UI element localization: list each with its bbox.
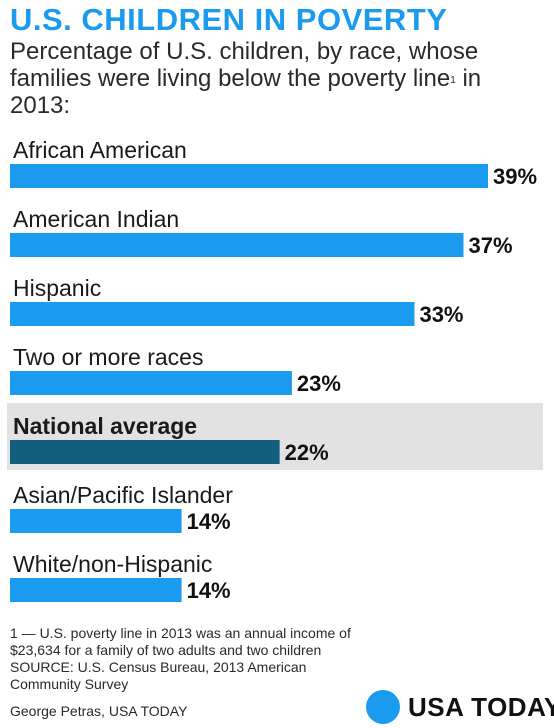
category-label-asian-pacific-islander: Asian/Pacific Islander: [13, 482, 233, 508]
bar-african-american: [10, 164, 488, 188]
bar-white-non-hispanic: [10, 578, 182, 602]
bar-american-indian: [10, 233, 464, 257]
category-label-american-indian: American Indian: [13, 206, 179, 232]
footnote-marker: 1: [450, 75, 456, 86]
logo-text: USA TODAY: [408, 691, 554, 722]
value-label-hispanic: 33%: [419, 302, 463, 327]
bar-national-average: [10, 440, 280, 464]
value-label-american-indian: 37%: [468, 233, 512, 258]
subtitle-end: in 2013:: [10, 65, 482, 119]
value-label-white-non-hispanic: 14%: [187, 578, 231, 603]
chart-title: U.S. CHILDREN IN POVERTY: [10, 2, 448, 37]
bar-two-or-more-races: [10, 371, 292, 395]
credit-line: George Petras, USA TODAY: [10, 703, 188, 719]
category-label-white-non-hispanic: White/non-Hispanic: [13, 551, 212, 577]
subtitle-text: Percentage of U.S. children, by race, wh…: [10, 38, 479, 92]
source-note: SOURCE: U.S. Census Bureau, 2013 America…: [10, 659, 307, 692]
category-label-national-average: National average: [13, 413, 197, 439]
category-label-hispanic: Hispanic: [13, 275, 101, 301]
footnote: 1 — U.S. poverty line in 2013 was an ann…: [10, 625, 351, 658]
bar-asian-pacific-islander: [10, 509, 182, 533]
chart-subtitle: Percentage of U.S. children, by race, wh…: [10, 38, 540, 119]
value-label-asian-pacific-islander: 14%: [187, 509, 231, 534]
value-label-two-or-more-races: 23%: [297, 371, 341, 396]
value-label-national-average: 22%: [285, 440, 329, 465]
bar-hispanic: [10, 302, 415, 326]
usa-today-logo: USA TODAY: [366, 690, 554, 724]
category-label-two-or-more-races: Two or more races: [13, 344, 203, 370]
value-label-african-american: 39%: [493, 164, 537, 189]
logo-dot-icon: [366, 690, 400, 724]
category-label-african-american: African American: [13, 137, 187, 163]
